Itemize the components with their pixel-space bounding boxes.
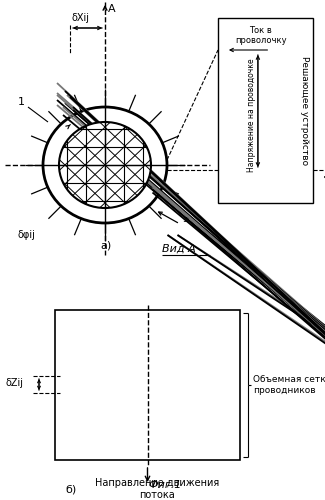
Text: 1: 1 [18, 97, 25, 107]
Text: А: А [108, 4, 116, 14]
Bar [218, 18, 313, 203]
Text: 3: 3 [182, 214, 189, 224]
Text: а): а) [100, 240, 111, 250]
Text: Вид А: Вид А [162, 244, 196, 254]
Text: Ток в
проволочку: Ток в проволочку [235, 26, 287, 46]
Text: δφij: δφij [18, 230, 36, 240]
Text: Напряжение на проводочке: Напряжение на проводочке [247, 58, 256, 172]
Text: δXij: δXij [72, 13, 90, 23]
Text: δZij: δZij [5, 378, 23, 388]
Bar [55, 310, 240, 460]
Text: Фиг.1: Фиг.1 [148, 480, 182, 490]
Text: Объемная сетка
проводников: Объемная сетка проводников [253, 376, 325, 394]
Ellipse shape [43, 107, 167, 223]
Text: Направление движения
потока: Направление движения потока [95, 478, 220, 500]
Text: б): б) [65, 484, 76, 494]
Text: Решающее устройство: Решающее устройство [300, 56, 308, 165]
Ellipse shape [59, 122, 151, 208]
